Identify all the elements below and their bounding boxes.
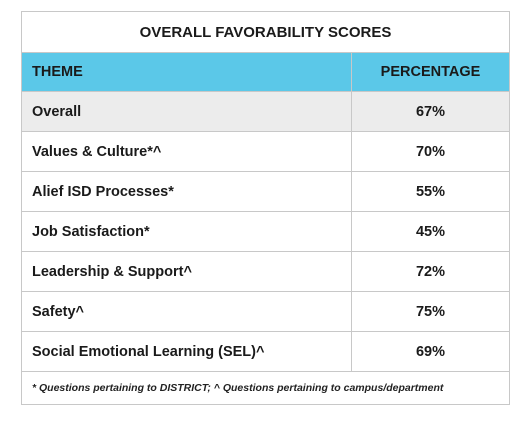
table-row: Social Emotional Learning (SEL)^ 69% — [22, 332, 509, 372]
row-percentage: 69% — [415, 343, 446, 360]
row-theme: Social Emotional Learning (SEL)^ — [22, 332, 352, 371]
row-percentage: 45% — [415, 223, 446, 240]
row-percentage: 70% — [415, 143, 446, 160]
table-row: Alief ISD Processes* 55% — [22, 172, 509, 212]
table-row: Overall 67% — [22, 92, 509, 132]
header-theme: THEME — [22, 53, 352, 91]
row-theme: Job Satisfaction* — [22, 212, 352, 251]
table-header-row: THEME PERCENTAGE — [22, 53, 509, 92]
row-theme: Alief ISD Processes* — [22, 172, 352, 211]
table-row: Job Satisfaction* 45% — [22, 212, 509, 252]
row-percentage: 55% — [415, 183, 446, 200]
favorability-table: OVERALL FAVORABILITY SCORES THEME PERCEN… — [21, 11, 510, 405]
row-percentage: 67% — [415, 103, 446, 120]
row-theme: Overall — [22, 92, 352, 131]
row-percentage: 75% — [415, 303, 446, 320]
table-row: Values & Culture*^ 70% — [22, 132, 509, 172]
row-theme: Leadership & Support^ — [22, 252, 352, 291]
row-percentage: 72% — [415, 263, 446, 280]
table-footnote: * Questions pertaining to DISTRICT; ^ Qu… — [22, 372, 509, 404]
table-row: Leadership & Support^ 72% — [22, 252, 509, 292]
row-theme: Safety^ — [22, 292, 352, 331]
row-theme: Values & Culture*^ — [22, 132, 352, 171]
table-row: Safety^ 75% — [22, 292, 509, 332]
header-percentage: PERCENTAGE — [380, 64, 481, 80]
table-title: OVERALL FAVORABILITY SCORES — [22, 12, 509, 53]
